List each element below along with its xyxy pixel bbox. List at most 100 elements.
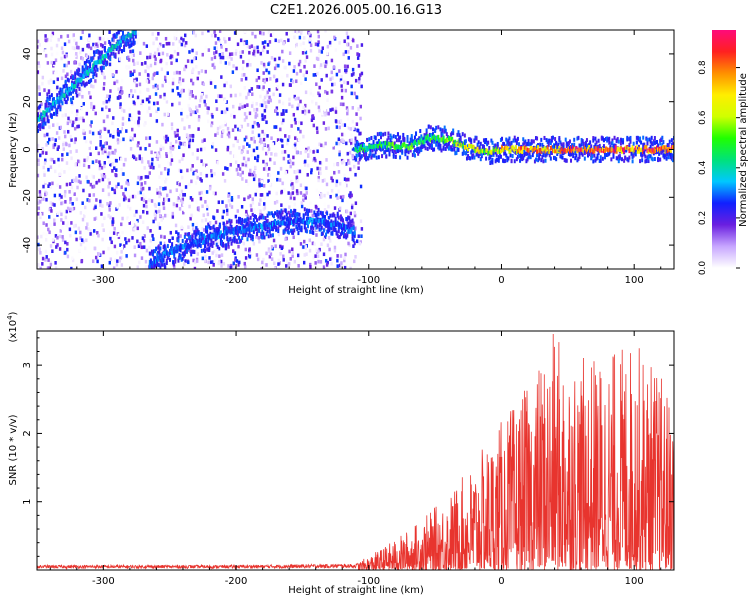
trace-cell [450,145,453,150]
heatmap-cell [75,149,78,153]
trace-cell [124,37,127,42]
trace-cell [319,210,322,215]
trace-cell [585,145,588,150]
trace-cell [265,222,268,228]
heatmap-cell [234,258,237,263]
trace-cell [663,148,666,153]
trace-cell [81,73,84,78]
trace-cell [323,222,326,227]
heatmap-cell [226,55,230,60]
heatmap-cell [244,247,247,252]
trace-cell [400,145,403,150]
trace-cell [550,145,553,150]
trace-cell [539,148,542,153]
trace-cell [323,217,326,222]
trace-cell [254,223,257,229]
trace-cell [65,93,68,98]
trace-cell [574,151,577,156]
heatmap-cell [349,36,352,40]
heatmap-cell [135,209,138,214]
trace-cell [309,217,312,222]
trace-cell [404,149,407,154]
trace-cell [268,221,271,227]
heatmap-cell [48,182,51,186]
heatmap-cell [243,118,247,122]
heatmap-cell [138,82,142,87]
trace-cell [326,229,329,234]
trace-cell [408,144,411,150]
trace-cell [540,149,543,154]
heatmap-cell [171,236,174,240]
heatmap-cell [166,213,170,218]
heatmap-cell [208,206,211,211]
heatmap-cell [319,63,323,67]
trace-cell [492,151,495,156]
heatmap-cell [150,162,154,166]
heatmap-cell [53,203,56,207]
trace-cell [539,151,542,156]
trace-cell [510,145,513,151]
heatmap-cell [293,202,296,207]
trace-cell [115,46,118,51]
trace-cell [606,136,609,141]
trace-cell [246,227,249,232]
trace-cell [296,226,299,231]
trace-cell [372,142,375,147]
trace-cell [199,231,202,236]
trace-cell [75,79,78,84]
trace-cell [395,138,398,143]
trace-cell [598,158,601,163]
trace-cell [288,220,291,226]
trace-cell [60,95,63,100]
heatmap-cell [302,182,305,186]
heatmap-cell [323,110,326,115]
trace-cell [326,223,329,228]
heatmap-cell [324,64,327,69]
heatmap-cell [178,182,181,187]
trace-cell [290,217,293,223]
heatmap-cell [140,157,144,161]
heatmap-cell [98,160,101,164]
heatmap-cell [116,138,120,142]
trace-cell [80,77,83,82]
heatmap-cell [278,93,282,97]
trace-cell [38,105,41,110]
trace-cell [525,142,528,147]
trace-cell [496,149,499,154]
trace-cell [423,136,426,141]
heatmap-cell [107,151,111,155]
heatmap-cell [128,221,131,225]
trace-cell [628,137,631,142]
heatmap-cell [51,181,54,186]
heatmap-cell [258,30,262,35]
trace-cell [92,64,95,70]
trace-cell [612,147,615,153]
trace-cell [154,259,157,265]
trace-cell [567,151,570,156]
trace-cell [335,231,338,236]
trace-cell [415,131,418,136]
heatmap-cell [58,68,62,73]
trace-cell [336,220,339,226]
trace-cell [423,144,426,149]
heatmap-cell [108,181,111,185]
heatmap-cell [337,170,341,174]
trace-cell [387,147,390,152]
trace-cell [123,34,126,40]
trace-cell [651,142,654,147]
trace-cell [249,221,252,226]
heatmap-cell [320,194,323,199]
heatmap-cell [334,48,338,52]
trace-cell [320,225,323,230]
heatmap-cell [330,89,334,94]
heatmap-cell [320,143,323,148]
trace-cell [512,138,515,143]
heatmap-cell [45,232,48,237]
heatmap-cell [357,107,360,111]
heatmap-cell [253,120,256,125]
heatmap-cell [75,51,78,56]
heatmap-cell [235,100,238,104]
trace-cell [96,49,99,54]
trace-cell [247,226,250,232]
trace-cell [260,223,263,229]
